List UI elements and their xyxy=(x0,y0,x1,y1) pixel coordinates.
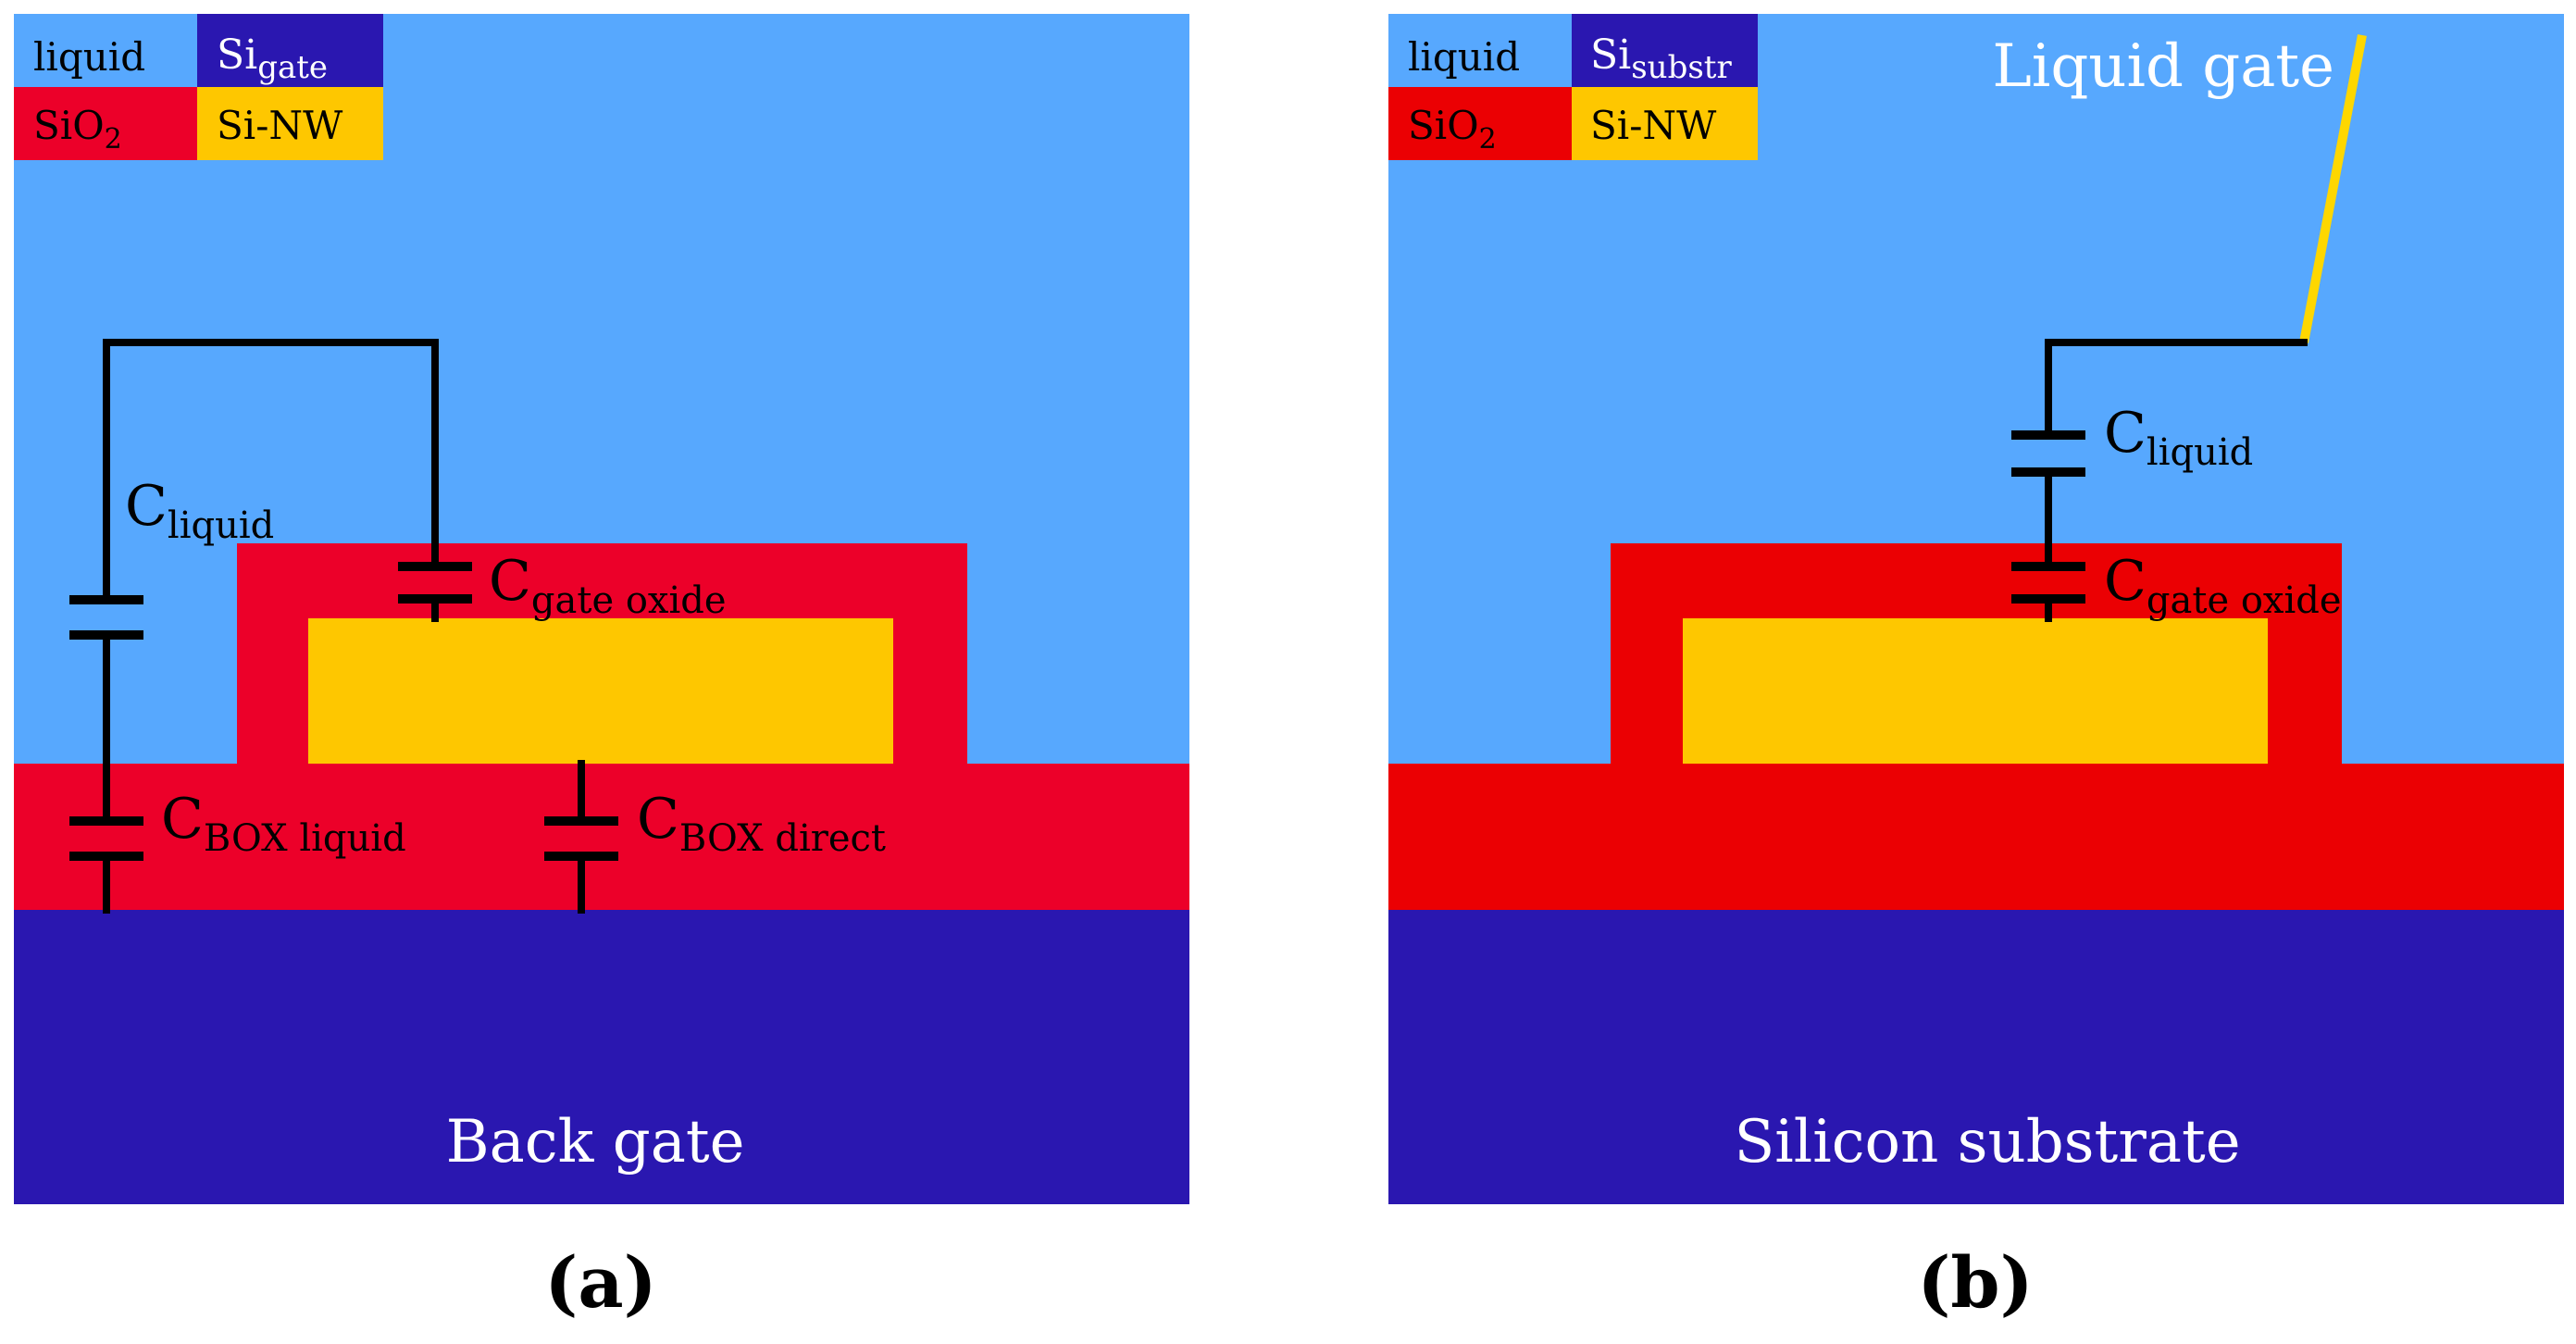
silicon-substrate-b xyxy=(1388,910,2564,1204)
label-c-box-liquid: CBOX liquid xyxy=(161,787,406,860)
legend-label-liquid: liquid xyxy=(33,34,145,80)
legend-label-si-nw: Si-NW xyxy=(217,103,343,148)
label-silicon-substrate: Silicon substrate xyxy=(1734,1108,2240,1176)
legend-label-sio2-b: SiO2 xyxy=(1408,103,1497,156)
legend-swatch-liquid xyxy=(14,14,197,87)
circuit-a xyxy=(69,339,618,914)
legend-swatch-si-gate xyxy=(197,14,383,87)
box-oxide-layer-a xyxy=(14,764,1189,912)
back-gate-substrate-a xyxy=(14,910,1189,1204)
legend-swatch-si-nw xyxy=(197,87,383,160)
legend-label-liquid-b: liquid xyxy=(1408,34,1520,80)
caption-a: (a) xyxy=(544,1241,656,1324)
label-c-box-direct: CBOX direct xyxy=(637,787,886,860)
legend-label-sio2: SiO2 xyxy=(33,103,122,156)
label-liquid-gate: Liquid gate xyxy=(1992,32,2334,101)
legend-b: liquid Sisubstr SiO2 Si-NW xyxy=(1388,14,1758,160)
nanowire-a xyxy=(308,618,893,764)
legend-swatch-si-substr xyxy=(1572,14,1758,87)
label-c-liquid-b: Cliquid xyxy=(2104,401,2253,474)
legend-label-si-substr: Sisubstr xyxy=(1590,31,1732,86)
wire-liquid-gate-b xyxy=(2045,339,2308,435)
liquid-gate-electrode xyxy=(2299,34,2367,343)
box-oxide-layer-b xyxy=(1388,764,2564,912)
label-c-gate-oxide-a: Cgate oxide xyxy=(489,549,727,622)
circuit-b xyxy=(2011,339,2308,622)
label-back-gate: Back gate xyxy=(446,1108,745,1176)
caption-b: (b) xyxy=(1917,1241,2033,1324)
legend-swatch-sio2-b xyxy=(1388,87,1572,160)
legend-a: liquid Sigate SiO2 Si-NW xyxy=(14,14,383,160)
panel-b: liquid Sisubstr SiO2 Si-NW Liquid gate C… xyxy=(1388,14,2564,1324)
legend-swatch-sio2 xyxy=(14,87,197,160)
legend-label-si-nw-b: Si-NW xyxy=(1590,103,1717,148)
legend-label-si-gate: Sigate xyxy=(217,31,328,86)
legend-swatch-liquid-b xyxy=(1388,14,1572,87)
label-c-gate-oxide-b: Cgate oxide xyxy=(2104,549,2342,622)
legend-swatch-si-nw-b xyxy=(1572,87,1758,160)
label-c-liquid-a: Cliquid xyxy=(125,474,274,547)
panel-a: liquid Sigate SiO2 Si-NW Cliquid Cgate o… xyxy=(14,14,1189,1324)
wire-loop-a xyxy=(103,339,439,602)
nanowire-b xyxy=(1683,618,2268,764)
